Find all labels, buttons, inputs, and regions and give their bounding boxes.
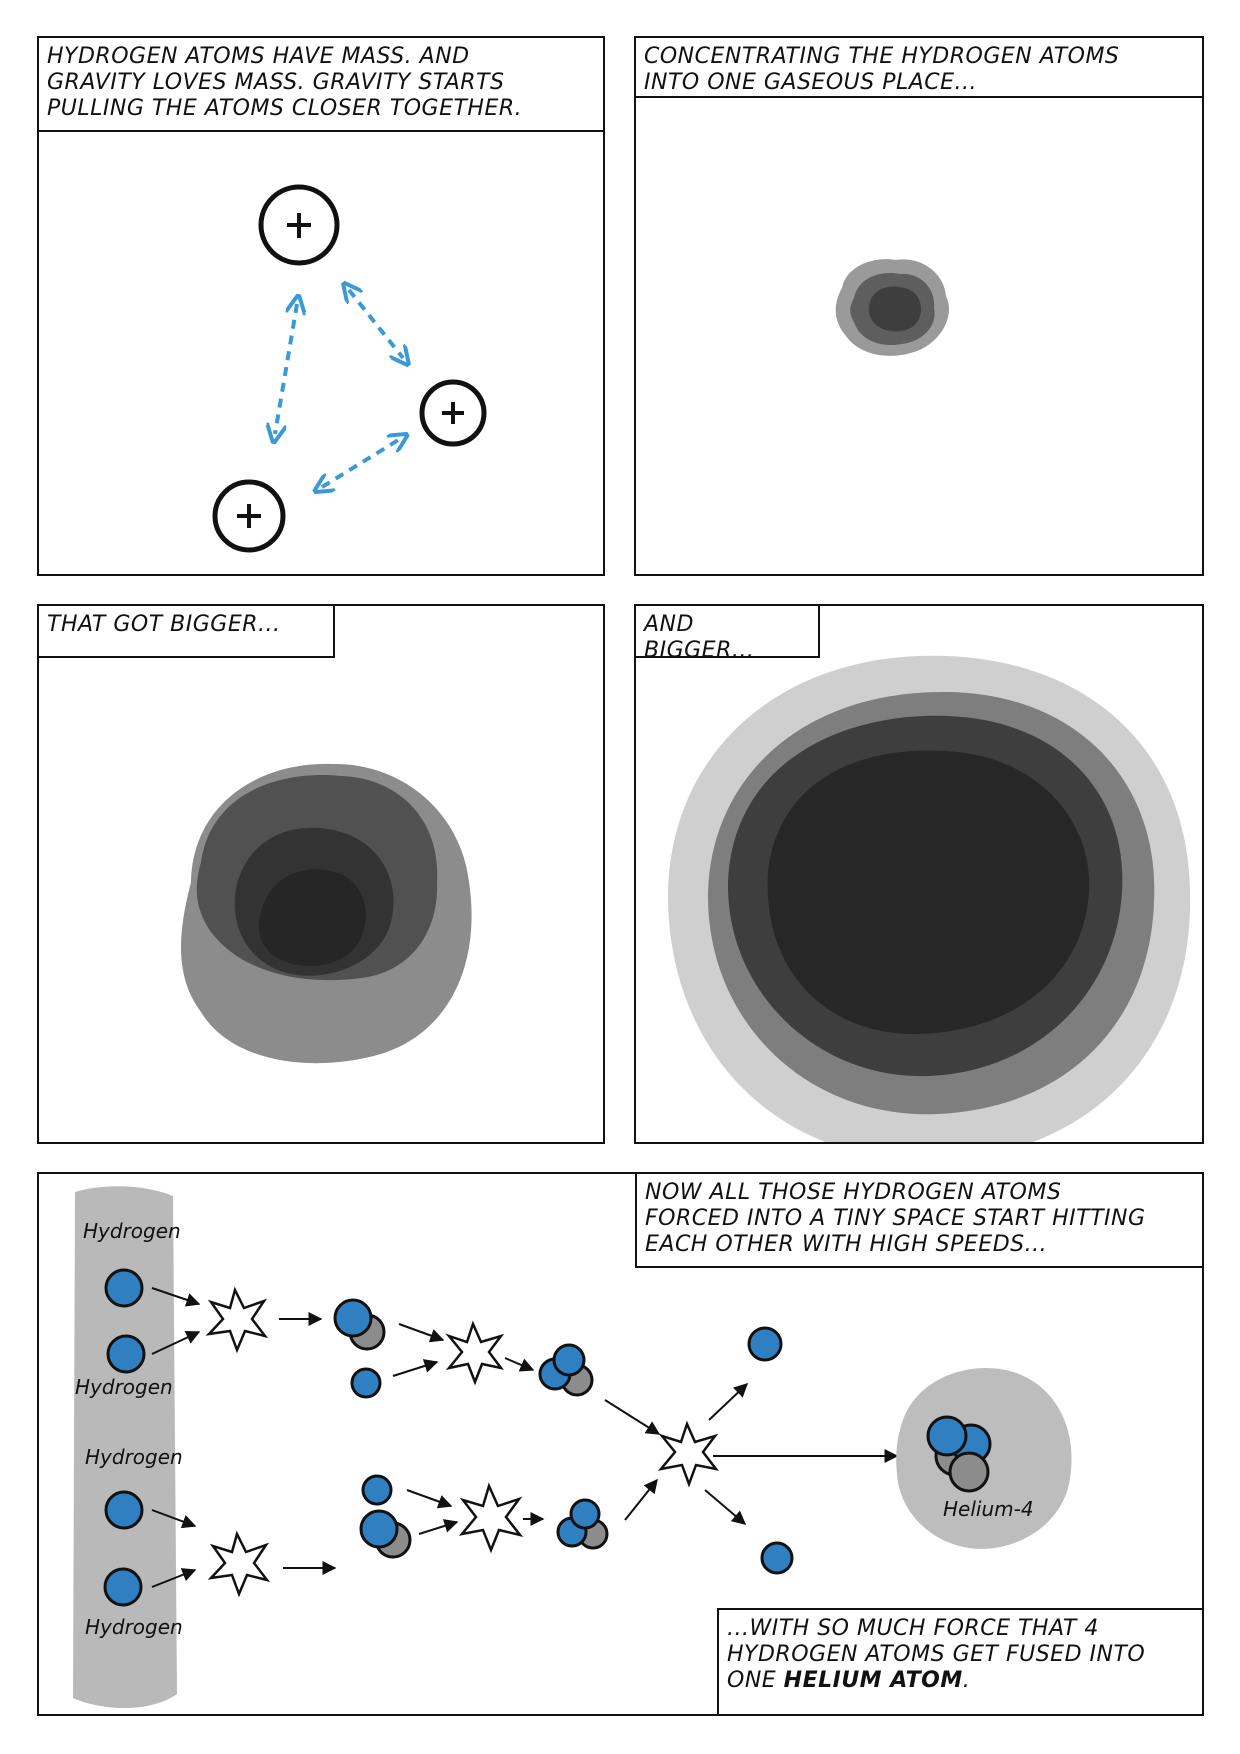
proton: [104, 1268, 144, 1308]
star-burst-icon: [657, 1420, 720, 1488]
plus-icon: [287, 213, 311, 238]
helium-4-nucleus: [926, 1415, 992, 1493]
caption-gravity: HYDROGEN ATOMS HAVE MASS. AND GRAVITY LO…: [39, 38, 603, 132]
arrow-icon: [392, 1359, 439, 1377]
label-helium-4: Helium-4: [943, 1497, 1034, 1521]
hydrogen-column-background: [73, 1186, 177, 1708]
double-arrow-icon: [275, 304, 297, 434]
caption-helium-bold: HELIUM ATOM: [783, 1668, 963, 1693]
caption-helium-atom: ...WITH SO MUCH FORCE THAT 4 HYDROGEN AT…: [717, 1608, 1202, 1714]
proton: [361, 1474, 393, 1506]
arrow-icon: [418, 1519, 459, 1535]
hydrogen-atom-bottom: [212, 479, 286, 553]
arrow-icon: [151, 1509, 197, 1529]
caption-bigger: THAT GOT BIGGER...: [39, 606, 335, 658]
star-burst-icon: [207, 1530, 271, 1598]
helium-3-nucleus: [556, 1498, 609, 1550]
proton: [103, 1567, 143, 1607]
atoms-attraction-illustration: [212, 184, 487, 553]
panel-bigger: THAT GOT BIGGER...: [37, 604, 605, 1144]
large-gas-cloud: [667, 655, 1191, 1142]
arrow-icon: [406, 1489, 453, 1509]
star-burst-icon: [445, 1320, 505, 1386]
arrow-icon: [504, 1357, 535, 1372]
proton: [747, 1326, 783, 1362]
double-arrow-icon: [322, 439, 400, 487]
medium-gas-cloud: [181, 763, 472, 1064]
panel-fusion: Hydrogen Hydrogen Hydrogen Hydrogen Heli…: [37, 1172, 1204, 1716]
star-burst-icon: [458, 1482, 524, 1554]
double-arrow-icon: [349, 290, 403, 358]
arrow-icon: [708, 1383, 749, 1421]
caption-high-speeds: NOW ALL THOSE HYDROGEN ATOMS FORCED INTO…: [635, 1174, 1202, 1268]
hydrogen-atom-top: [258, 184, 340, 266]
proton: [104, 1490, 144, 1530]
label-hydrogen-1: Hydrogen: [83, 1219, 181, 1243]
star-burst-icon: [205, 1286, 269, 1354]
caption-and-bigger: AND BIGGER...: [636, 606, 820, 663]
arrow-icon: [604, 1399, 661, 1435]
caption-helium-post: .: [962, 1668, 971, 1693]
deuterium-nucleus: [333, 1298, 386, 1351]
small-gas-cloud: [835, 259, 950, 356]
arrow-icon: [624, 1478, 658, 1521]
proton: [350, 1367, 382, 1399]
arrow-icon: [398, 1323, 445, 1343]
caption-concentrating: CONCENTRATING THE HYDROGEN ATOMS INTO ON…: [636, 38, 1202, 98]
panel-and-bigger: AND BIGGER...: [634, 604, 1204, 1144]
label-hydrogen-3: Hydrogen: [85, 1445, 183, 1469]
arrow-icon: [151, 1331, 201, 1355]
fusion-diagram: Hydrogen Hydrogen Hydrogen Hydrogen Heli…: [73, 1186, 1072, 1708]
label-hydrogen-2: Hydrogen: [75, 1375, 173, 1399]
arrow-icon: [151, 1568, 197, 1588]
hydrogen-atom-right: [419, 379, 487, 447]
helium-3-nucleus: [538, 1343, 594, 1397]
proton: [106, 1334, 146, 1374]
plus-icon: [237, 504, 261, 528]
panel-concentrating: CONCENTRATING THE HYDROGEN ATOMS INTO ON…: [634, 36, 1204, 576]
deuterium-nucleus: [359, 1509, 412, 1559]
panel-gravity: HYDROGEN ATOMS HAVE MASS. AND GRAVITY LO…: [37, 36, 605, 576]
caption-helium-pre: ...WITH SO MUCH FORCE THAT 4 HYDROGEN AT…: [727, 1616, 1146, 1693]
label-hydrogen-4: Hydrogen: [85, 1615, 183, 1639]
proton: [760, 1541, 794, 1575]
arrow-icon: [704, 1489, 747, 1525]
plus-icon: [442, 402, 464, 424]
arrow-icon: [151, 1287, 201, 1307]
